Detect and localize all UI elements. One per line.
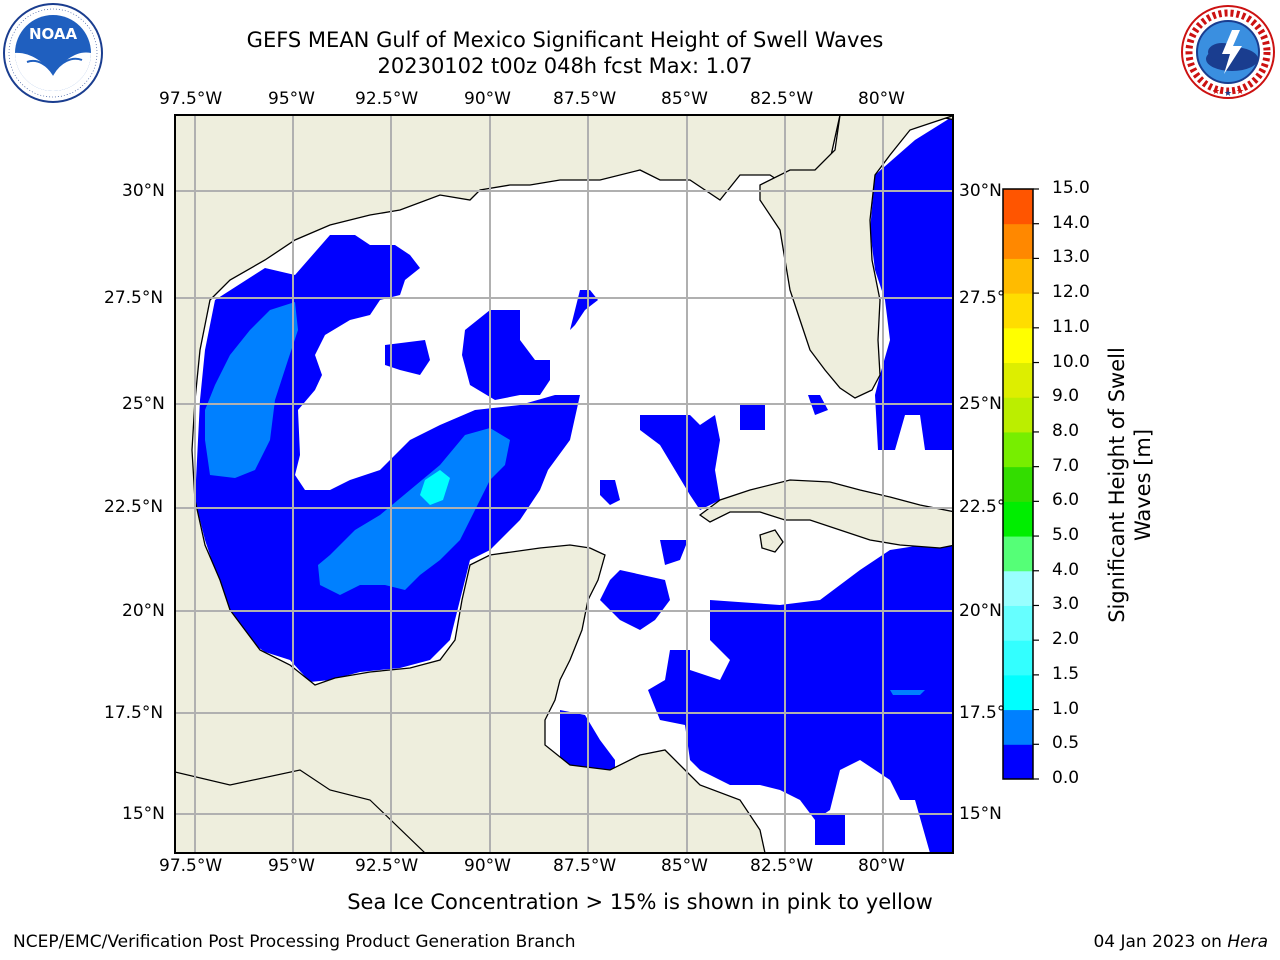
- colorbar-title-line2: Waves [m]: [1131, 428, 1155, 542]
- colorbar: [1003, 188, 1039, 780]
- colorbar-tick-label: 7.0: [1052, 455, 1080, 476]
- nws-logo-icon: ★ ★ ★: [1181, 5, 1275, 99]
- colorbar-tick-label: 5.0: [1052, 525, 1080, 546]
- map-grid: [175, 115, 953, 853]
- sea-ice-note: Sea Ice Concentration > 15% is shown in …: [347, 890, 933, 914]
- lon-label-top-95w: 95°W: [268, 89, 315, 109]
- lat-label-left-25n: 25°N: [122, 394, 165, 414]
- map-frame: [174, 114, 954, 854]
- colorbar-tick-label: 6.0: [1052, 490, 1080, 511]
- lon-label-bottom-85w: 85°W: [661, 856, 708, 876]
- colorbar-segment: [1003, 293, 1033, 329]
- svg-text:★: ★: [1236, 87, 1244, 97]
- lat-label-right-30n: 30°N: [959, 181, 1002, 201]
- lon-label-bottom-97.5w: 97.5°W: [159, 856, 223, 876]
- colorbar-tick-label: 12.0: [1052, 282, 1090, 303]
- noaa-logo-label: NOAA: [29, 25, 78, 43]
- lat-label-left-27.5n: 27.5°N: [104, 288, 164, 308]
- colorbar-tick-label: 1.0: [1052, 698, 1080, 719]
- colorbar-tick-label: 14.0: [1052, 212, 1090, 233]
- lat-label-right-22.5n: 22.5°: [959, 497, 1006, 517]
- lat-label-left-20n: 20°N: [122, 601, 165, 621]
- colorbar-tick-label: 15.0: [1052, 178, 1090, 198]
- colorbar-segment: [1003, 536, 1033, 572]
- lon-label-bottom-82.5w: 82.5°W: [750, 856, 814, 876]
- colorbar-segment: [1003, 605, 1033, 641]
- colorbar-segment: [1003, 189, 1033, 225]
- colorbar-tick-label: 9.0: [1052, 386, 1080, 407]
- lat-label-right-25n: 25°N: [959, 394, 1002, 414]
- lon-label-top-87.5w: 87.5°W: [553, 89, 617, 109]
- lon-label-bottom-80w: 80°W: [858, 856, 905, 876]
- lon-label-top-85w: 85°W: [661, 89, 708, 109]
- chart-subtitle: 20230102 t00z 048h fcst Max: 1.07: [377, 54, 753, 78]
- svg-text:★: ★: [1224, 89, 1232, 99]
- lon-label-top-90w: 90°W: [464, 89, 511, 109]
- footer-host: Hera: [1227, 932, 1268, 952]
- colorbar-tick-label: 0.0: [1052, 768, 1080, 788]
- colorbar-tick-label: 4.0: [1052, 559, 1080, 580]
- lon-label-bottom-92.5w: 92.5°W: [355, 856, 419, 876]
- colorbar-title-line1: Significant Height of Swell: [1105, 347, 1129, 623]
- colorbar-tick-label: 8.0: [1052, 420, 1080, 441]
- footer-date: 04 Jan 2023 on Hera: [1093, 932, 1268, 952]
- lat-label-right-17.5n: 17.5°: [959, 703, 1006, 723]
- colorbar-tick-label: 3.0: [1052, 594, 1080, 615]
- colorbar-segment: [1003, 258, 1033, 294]
- lat-label-right-15n: 15°N: [959, 804, 1002, 824]
- lat-label-left-15n: 15°N: [122, 804, 165, 824]
- lon-label-top-92.5w: 92.5°W: [355, 89, 419, 109]
- lon-label-top-97.5w: 97.5°W: [159, 89, 223, 109]
- colorbar-tick-label: 0.5: [1052, 733, 1080, 754]
- colorbar-segment: [1003, 709, 1033, 745]
- colorbar-segment: [1003, 431, 1033, 468]
- colorbar-tick-label: 10.0: [1052, 351, 1090, 372]
- land-masses: [175, 115, 953, 853]
- colorbar-frame: [1002, 188, 1034, 780]
- colorbar-segment: [1003, 223, 1033, 259]
- footer-credit: NCEP/EMC/Verification Post Processing Pr…: [13, 932, 576, 952]
- lon-label-top-82.5w: 82.5°W: [750, 89, 814, 109]
- colorbar-tick-label: 2.0: [1052, 629, 1080, 650]
- colorbar-segment: [1003, 501, 1033, 537]
- colorbar-segment: [1003, 674, 1033, 711]
- swell-contour-1.0-1.5: [420, 470, 450, 505]
- colorbar-segment: [1003, 362, 1033, 398]
- lon-label-top-80w: 80°W: [858, 89, 905, 109]
- lat-label-left-22.5n: 22.5°N: [104, 497, 164, 517]
- lat-label-left-17.5n: 17.5°N: [104, 703, 164, 723]
- svg-text:★: ★: [1212, 87, 1220, 97]
- colorbar-segment: [1003, 397, 1033, 433]
- lon-label-bottom-90w: 90°W: [464, 856, 511, 876]
- colorbar-segment: [1003, 466, 1033, 502]
- chart-title: GEFS MEAN Gulf of Mexico Significant Hei…: [246, 28, 884, 52]
- colorbar-tick-label: 1.5: [1052, 663, 1080, 684]
- lon-label-bottom-87.5w: 87.5°W: [553, 856, 617, 876]
- colorbar-tick-label: 13.0: [1052, 247, 1090, 268]
- colorbar-segment: [1003, 640, 1033, 676]
- lon-label-bottom-95w: 95°W: [268, 856, 315, 876]
- colorbar-title: Significant Height of Swell Waves [m]: [1104, 347, 1156, 623]
- colorbar-tick-label: 11.0: [1052, 316, 1090, 337]
- footer-date-text: 04 Jan 2023 on: [1093, 932, 1228, 952]
- lat-label-right-27.5n: 27.5°: [959, 288, 1006, 308]
- colorbar-segment: [1003, 570, 1033, 606]
- colorbar-segment: [1003, 327, 1033, 364]
- lat-label-right-20n: 20°N: [959, 601, 1002, 621]
- lat-label-left-30n: 30°N: [122, 181, 165, 201]
- colorbar-segment: [1003, 744, 1033, 780]
- noaa-logo-icon: NOAA: [3, 3, 103, 103]
